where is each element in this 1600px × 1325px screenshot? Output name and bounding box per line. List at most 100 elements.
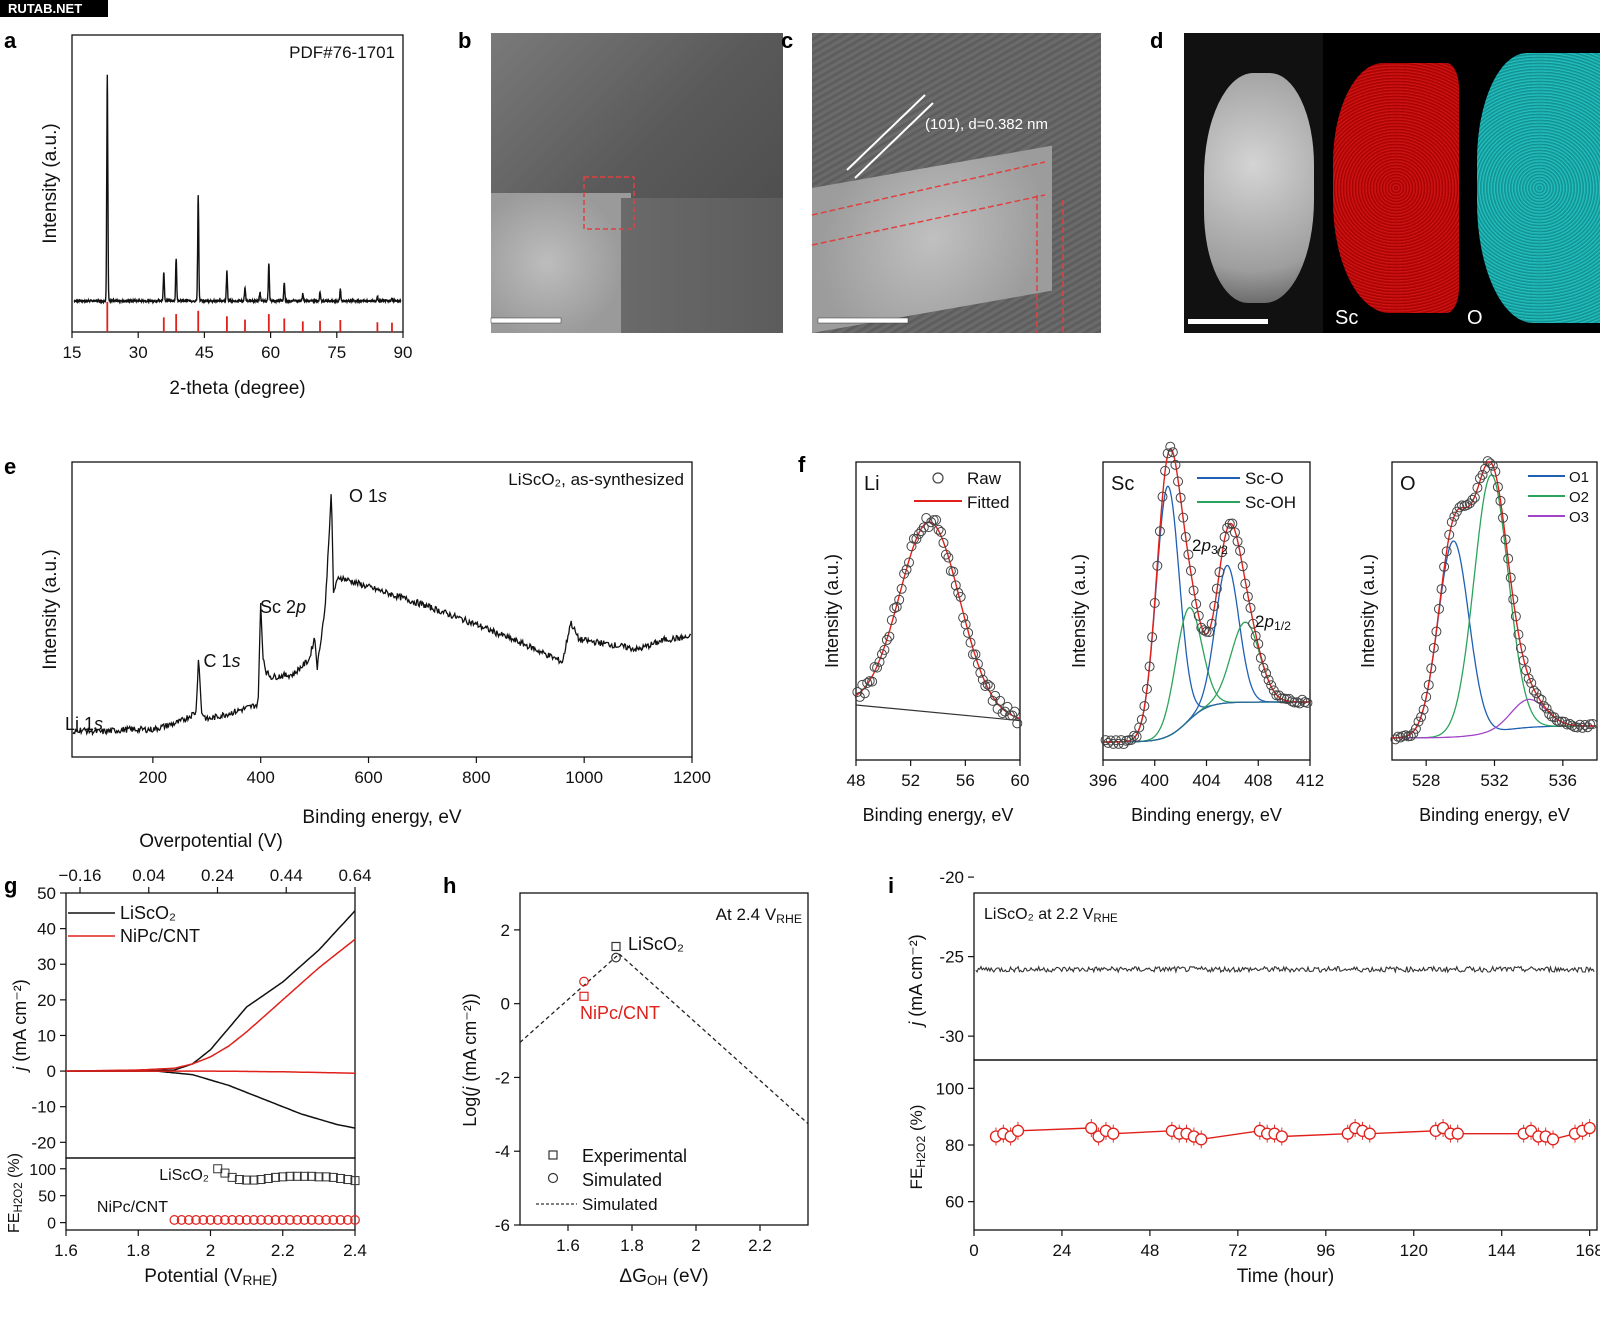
simulated-point: [579, 976, 589, 987]
sc-raw-point: [1149, 597, 1160, 608]
li-raw-point: [997, 708, 1008, 719]
xps-o-x-tick-label: 528: [1412, 771, 1440, 790]
xrd-x-tick-label: 75: [327, 343, 346, 362]
o-raw-point: [1441, 546, 1452, 557]
sc-raw-point: [1175, 492, 1186, 503]
rrde-ylabel-part-0: j: [10, 1066, 30, 1074]
li-raw-point: [896, 583, 907, 594]
rrde-y-tick-label: 20: [37, 991, 56, 1010]
stability-fe-ylabel-part-1: H2O2: [914, 1136, 928, 1168]
volcano-label-nipc: NiPc/CNT: [580, 1003, 660, 1023]
o-raw-point: [1508, 594, 1519, 605]
volcano-xlabel-part-0: ΔG: [619, 1266, 646, 1287]
top-axis-label: Overpotential (V): [139, 831, 283, 852]
li-raw-point: [891, 601, 902, 612]
xrd-x-tick-label: 45: [195, 343, 214, 362]
survey-peak-label-part-1: s: [378, 486, 387, 506]
li-raw-point: [933, 524, 944, 535]
panel-label-a: a: [4, 28, 17, 53]
xps-li-x-tick-label: 56: [956, 771, 975, 790]
survey-peak-label: Li 1s: [65, 714, 103, 734]
sc-raw-point: [1180, 532, 1191, 543]
sc-raw-point: [1118, 739, 1129, 750]
o-component-1: [1392, 474, 1597, 739]
sc-raw-point: [1266, 680, 1277, 691]
sc-raw-point: [1162, 448, 1173, 459]
li-raw-point: [955, 591, 966, 602]
lattice-region: [621, 198, 783, 333]
top-axis-tick-label: −0.16: [58, 866, 101, 885]
o-raw-point: [1428, 642, 1439, 653]
xps-o-xlabel: Binding energy, eV: [1419, 805, 1570, 825]
o-raw-point: [1536, 694, 1547, 705]
survey-x-tick-label: 400: [247, 768, 275, 787]
li-raw-point: [928, 515, 939, 526]
volcano-xlabel: ΔGOH (eV): [619, 1266, 708, 1288]
xps-li-ylabel: Intensity (a.u.): [822, 554, 842, 668]
legend-simulated-marker: [547, 1172, 559, 1184]
survey-peak-label: Sc 2p: [260, 597, 306, 617]
o-raw-point: [1467, 494, 1478, 505]
sc-raw-point: [1183, 549, 1194, 560]
o-raw-point: [1426, 663, 1437, 674]
stability-fe-point: [1107, 1127, 1120, 1140]
fe-nipc-point: [313, 1215, 324, 1225]
stability-xlabel: Time (hour): [1237, 1266, 1334, 1287]
survey-x-tick-label: 800: [462, 768, 490, 787]
o-raw-point: [1492, 481, 1503, 492]
stability-current-ylabel: j (mA cm⁻²): [906, 934, 926, 1029]
o-raw-point: [1500, 534, 1511, 545]
survey-frame: [71, 461, 693, 758]
sc-raw-point: [1144, 661, 1155, 672]
stability-current-line: [975, 965, 1595, 974]
sc-raw-point: [1160, 465, 1171, 476]
li-raw-point: [904, 557, 915, 568]
tem-image-b: [491, 33, 783, 333]
survey-title: LiScO₂, as-synthesized: [508, 470, 684, 489]
panel-label-d: d: [1150, 28, 1163, 53]
li-raw-point: [985, 681, 996, 692]
fe-lisco2-point: [314, 1172, 324, 1182]
stability-x-tick-label: 48: [1140, 1241, 1159, 1260]
rrde-ylabel-part-1: (mA cm⁻²): [10, 979, 30, 1067]
stability-fe-point: [1011, 1124, 1025, 1137]
legend-simulated-line-label: Simulated: [582, 1195, 658, 1214]
li-raw-point: [982, 679, 993, 690]
stability-x-tick-label: 72: [1228, 1241, 1247, 1260]
fe-lisco2-point: [307, 1171, 317, 1181]
stability-fe-line: [995, 1127, 1590, 1141]
sc-raw-point: [1248, 618, 1259, 629]
stability-fe-point: [1275, 1130, 1288, 1143]
o-raw-point: [1464, 498, 1475, 509]
sc-raw-point: [1237, 561, 1248, 572]
li-raw-point: [943, 552, 954, 563]
rrde-curve-0: [66, 910, 356, 1072]
o-raw-point: [1405, 731, 1416, 742]
eds-map-sc: [1323, 33, 1462, 333]
fe-nipc-point: [169, 1215, 180, 1225]
fe-nipc-point: [183, 1215, 194, 1225]
o-raw-point: [1544, 708, 1555, 719]
volcano-title-part-0: At 2.4 V: [716, 905, 777, 924]
o-raw-point: [1574, 719, 1585, 730]
legend-o-label-0: O1: [1569, 469, 1589, 486]
fe-lisco2-point: [292, 1171, 302, 1181]
volcano-xlabel-part-2: (eV): [667, 1266, 708, 1287]
panel-label-b: b: [458, 28, 471, 53]
stability-fe-y-tick-label: 80: [945, 1136, 964, 1155]
li-raw-point: [948, 566, 959, 577]
fe-label-lisco2: LiScO₂: [159, 1167, 209, 1184]
fe-nipc-point: [292, 1215, 303, 1225]
li-raw-point: [938, 537, 949, 548]
volcano-y-tick-label: 2: [501, 921, 510, 940]
legend-lisco2-label: LiScO₂: [120, 903, 176, 923]
o-raw-point: [1515, 643, 1526, 654]
label-2p32-part-1: p: [1200, 536, 1210, 555]
xps-o-frame: [1391, 461, 1598, 761]
xps-o-x-tick-label: 536: [1549, 771, 1577, 790]
label-2p12-part-1: p: [1263, 612, 1273, 631]
volcano-line: [519, 953, 809, 1125]
li-raw-point: [881, 634, 892, 645]
li-raw-point: [913, 529, 924, 540]
fe-y-tick-label: 50: [38, 1189, 56, 1206]
